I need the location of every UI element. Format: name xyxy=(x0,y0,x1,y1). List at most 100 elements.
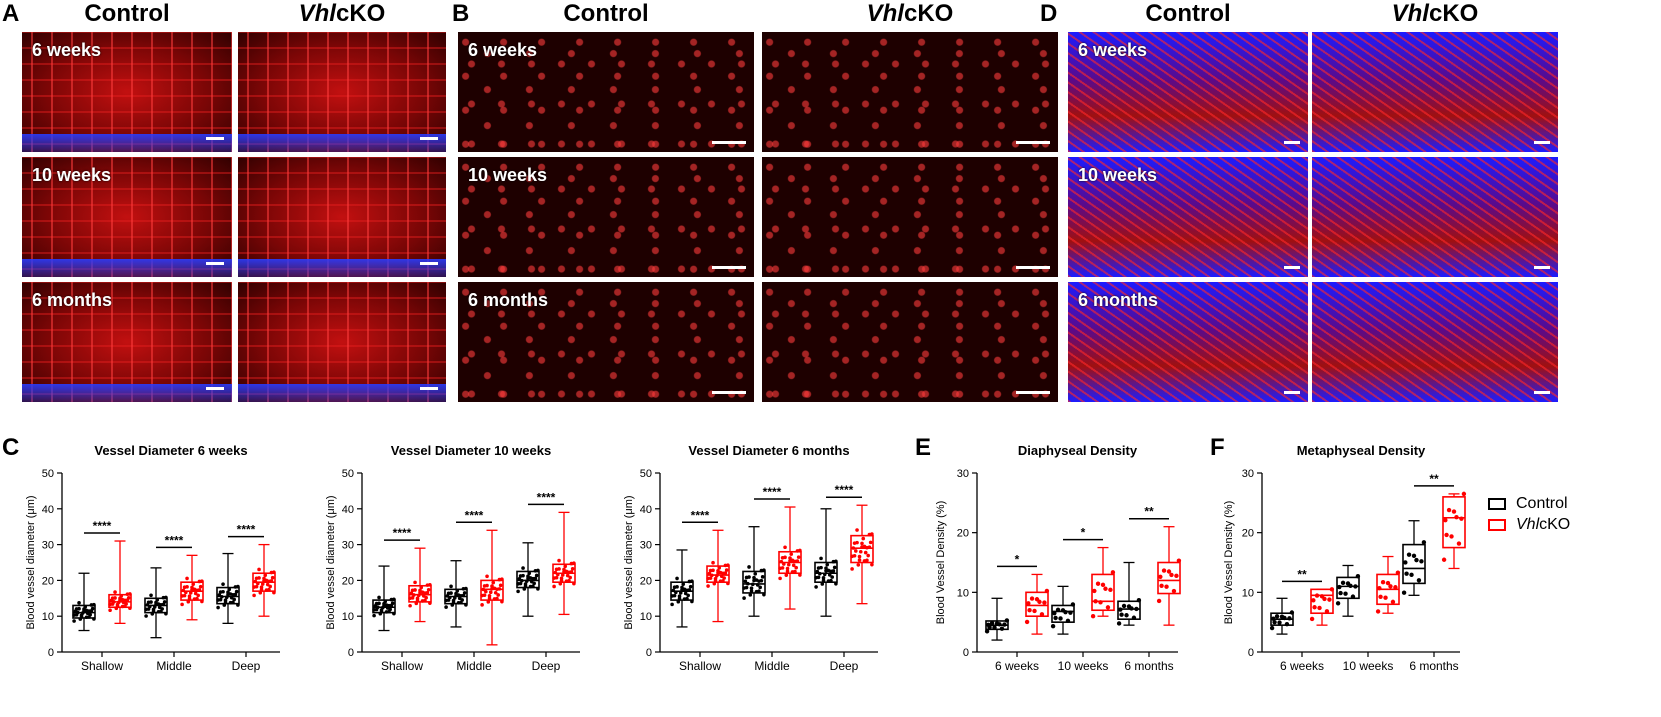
chart1-data-point xyxy=(534,573,539,578)
chart0-data-point xyxy=(164,611,168,616)
chart4-data-point xyxy=(1459,516,1464,521)
chart3-data-point xyxy=(1053,615,1058,621)
chart1-significance-label: **** xyxy=(537,490,556,504)
chart3-data-point xyxy=(1044,588,1050,594)
chart0-data-point xyxy=(180,602,184,607)
chart2-data-point xyxy=(867,532,872,537)
chart0-data-point xyxy=(120,604,125,609)
chart3-data-point xyxy=(1095,581,1101,586)
chart4-data-point xyxy=(1269,625,1275,631)
chart1-data-point xyxy=(554,567,559,572)
chart1-data-point xyxy=(567,570,571,575)
chart2-y-axis-label: Blood vessel diameter (μm) xyxy=(623,495,635,629)
chart3-data-point xyxy=(1027,608,1032,613)
chart2-data-point xyxy=(870,562,874,567)
chart0-data-point xyxy=(265,582,270,587)
chart0-data-point xyxy=(77,601,81,605)
chart1-data-point xyxy=(523,584,528,588)
chart4-data-point xyxy=(1353,584,1358,589)
chart0-data-point xyxy=(262,578,266,583)
chart3-data-point xyxy=(1164,584,1169,589)
chart0-data-point xyxy=(123,598,127,603)
chart0-data-point xyxy=(187,596,192,601)
chart0-data-point xyxy=(151,609,156,614)
chart4-data-point xyxy=(1456,541,1462,546)
chart4-data-point xyxy=(1449,534,1454,539)
chart1-data-point xyxy=(455,589,460,593)
chart1-significance-label: **** xyxy=(465,508,484,522)
chart0-data-point xyxy=(231,593,235,597)
chart0-data-point xyxy=(72,613,76,617)
chart1-data-point xyxy=(376,605,380,610)
chart1-data-point xyxy=(497,577,502,582)
chart2-data-point xyxy=(863,550,868,555)
chart1-data-point xyxy=(493,591,498,595)
panel-b-vhlcko-10weeks-image xyxy=(762,157,1058,277)
chart1-data-point xyxy=(387,603,391,608)
chart0-data-point xyxy=(146,600,151,605)
chart0-significance-label: **** xyxy=(237,523,256,537)
chart3-data-point xyxy=(999,626,1005,631)
chart2-data-point xyxy=(862,559,867,563)
chart2-data-point xyxy=(726,581,730,586)
chart0-data-point xyxy=(119,594,124,598)
chart1-y-tick-label: 20 xyxy=(342,575,354,587)
chart0-data-point xyxy=(144,607,148,612)
chart2-data-point xyxy=(832,565,837,570)
chart2-data-point xyxy=(814,575,818,580)
legend-control-swatch xyxy=(1488,498,1506,510)
chart2-data-point xyxy=(778,576,782,581)
chart0-data-point xyxy=(154,602,158,607)
panel-d-control-10weeks-image: 10 weeks xyxy=(1068,157,1308,277)
chart0-data-point xyxy=(216,605,220,610)
chart0-data-point xyxy=(83,605,88,609)
panel-letter-c: C xyxy=(2,434,20,461)
chart2-data-point xyxy=(759,568,764,573)
chart2-data-point xyxy=(758,585,762,590)
chart2-data-point xyxy=(860,545,864,549)
chart2-data-point xyxy=(752,578,756,583)
chart2-data-point xyxy=(712,581,717,586)
chart1-data-point xyxy=(553,570,558,575)
chart0-data-point xyxy=(193,591,198,596)
chart1-data-point xyxy=(572,581,576,586)
chart2-data-point xyxy=(714,573,719,578)
chart3-data-point xyxy=(1161,568,1167,573)
chart1-data-point xyxy=(490,584,494,588)
chart3-x-tick-label: 6 months xyxy=(1124,659,1173,673)
chart2-data-point xyxy=(724,568,729,572)
panel-letter-f: F xyxy=(1210,434,1225,461)
chart2-data-point xyxy=(717,566,722,570)
chart3-x-tick-label: 10 weeks xyxy=(1058,659,1109,673)
chart0-significance-label: **** xyxy=(165,533,184,547)
chart2-data-point xyxy=(821,578,826,583)
chart2-data-point xyxy=(829,569,833,574)
chart2-significance-label: **** xyxy=(835,483,854,497)
chart0-data-point xyxy=(222,603,227,607)
chart2-data-point xyxy=(830,575,834,579)
chart3-data-point xyxy=(1134,606,1139,612)
chart0-data-point xyxy=(108,602,112,607)
chart1-data-point xyxy=(451,600,456,605)
chart3-data-point xyxy=(1158,574,1163,579)
chart4-data-point xyxy=(1385,580,1391,586)
chart3-data-point xyxy=(1176,558,1182,563)
chart1-data-point xyxy=(426,587,431,592)
chart4-data-point xyxy=(1327,597,1332,602)
chart2-data-point xyxy=(850,554,854,559)
chart3-data-point xyxy=(1063,609,1068,615)
chart2-significance-label: **** xyxy=(763,485,782,499)
chart1-data-point xyxy=(383,599,388,604)
chart4-y-tick-label: 10 xyxy=(1242,587,1254,599)
chart0-x-tick-label: Shallow xyxy=(81,659,123,673)
chart2-data-point xyxy=(753,572,758,576)
chart2-data-point xyxy=(851,546,856,550)
chart2-data-point xyxy=(685,588,689,593)
chart4-data-point xyxy=(1401,590,1407,595)
chart2-y-tick-label: 0 xyxy=(646,647,652,659)
chart4-data-point xyxy=(1377,585,1382,591)
chart4-data-point xyxy=(1343,591,1348,596)
chart2-data-point xyxy=(670,602,674,607)
chart1-y-axis-label: Blood vessel diameter (μm) xyxy=(325,495,337,629)
chart0-data-point xyxy=(272,590,276,595)
